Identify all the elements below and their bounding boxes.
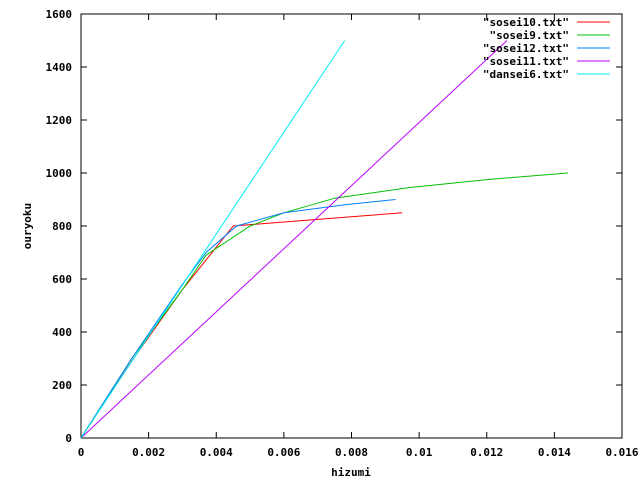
x-tick-label: 0.012 (470, 446, 503, 459)
legend-label: "sosei12.txt" (483, 42, 569, 55)
series-line (80, 199, 396, 439)
x-tick-label: 0.006 (267, 446, 300, 459)
y-axis-ticks: 0 200 400 600 800 1000 1200 1400 1600 (46, 8, 622, 445)
y-tick-label: 1400 (46, 61, 73, 74)
legend-label: "dansei6.txt" (483, 68, 569, 81)
series-line (80, 212, 403, 439)
x-tick-label: 0.014 (538, 446, 571, 459)
x-tick-label: 0.004 (200, 446, 233, 459)
y-axis-label: ouryoku (21, 203, 34, 249)
x-tick-label: 0.008 (335, 446, 368, 459)
y-tick-label: 800 (52, 220, 72, 233)
series-line (80, 172, 568, 439)
x-axis-label: hizumi (331, 466, 371, 479)
y-tick-label: 400 (52, 326, 72, 339)
x-tick-label: 0.002 (132, 446, 165, 459)
legend-label: "sosei11.txt" (483, 55, 569, 68)
legend-label: "sosei10.txt" (483, 16, 569, 29)
legend-label: "sosei9.txt" (490, 29, 569, 42)
x-tick-label: 0.016 (605, 446, 638, 459)
y-tick-label: 1200 (46, 114, 73, 127)
y-tick-label: 1000 (46, 167, 73, 180)
series-line (80, 40, 508, 439)
x-tick-label: 0.01 (406, 446, 433, 459)
series-line (80, 40, 346, 439)
x-axis-ticks: 0 0.002 0.004 0.006 0.008 0.01 0.012 0.014 0.016 (78, 14, 639, 459)
y-tick-label: 200 (52, 379, 72, 392)
y-tick-label: 600 (52, 273, 72, 286)
legend: "sosei10.txt""sosei9.txt""sosei12.txt""s… (483, 16, 610, 81)
series-lines (80, 40, 568, 439)
y-tick-label: 1600 (46, 8, 73, 21)
x-tick-label: 0 (78, 446, 85, 459)
y-tick-label: 0 (65, 432, 72, 445)
